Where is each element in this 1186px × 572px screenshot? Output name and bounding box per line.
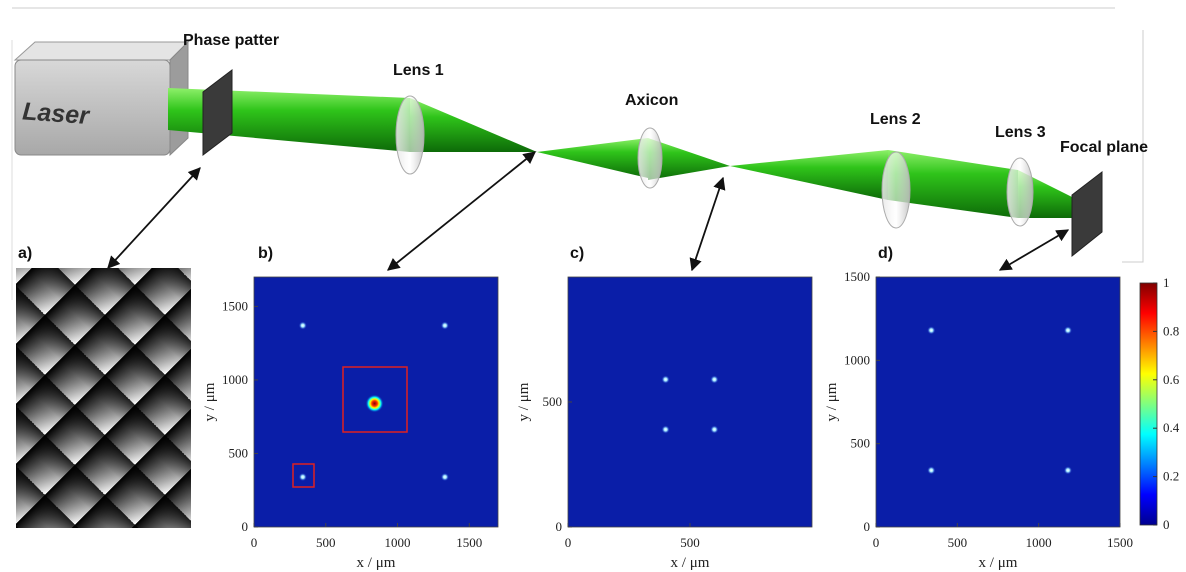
figure: Laser Phase patter Lens 1 Axicon Lens 2 … <box>0 0 1186 572</box>
page: Optical setup figure html, body { margin… <box>0 0 1186 572</box>
x-tick-label: 500 <box>680 535 700 550</box>
focal-plane-plate <box>1072 172 1102 256</box>
y-tick-label: 1000 <box>222 372 248 387</box>
y-tick-label: 500 <box>229 445 249 460</box>
panel-label: c) <box>570 245 584 262</box>
spot <box>1064 466 1072 474</box>
colorbar-tick-label: 0.8 <box>1163 323 1179 338</box>
x-axis-label: x / μm <box>979 555 1018 571</box>
x-tick-label: 500 <box>948 535 968 550</box>
body: { "setup": { "laser": "Laser", "phase_pa… <box>0 0 1186 572</box>
spot <box>441 322 449 330</box>
y-axis-label: y / μm <box>202 382 218 421</box>
spot <box>710 426 718 434</box>
focal-plane-label: Focal plane <box>1060 139 1148 156</box>
colorbar-tick-label: 0.4 <box>1163 420 1180 435</box>
x-tick-label: 1500 <box>456 535 482 550</box>
y-tick-label: 1500 <box>222 298 248 313</box>
spot <box>1064 326 1072 334</box>
y-tick-label: 500 <box>543 394 563 409</box>
x-axis-label: x / μm <box>357 555 396 571</box>
spot <box>299 473 307 481</box>
laser-label: Laser <box>21 97 91 130</box>
y-tick-label: 500 <box>851 436 871 451</box>
spot <box>299 322 307 330</box>
axicon-label: Axicon <box>625 92 678 109</box>
phase-pattern-label: Phase patter <box>183 32 279 49</box>
x-tick-label: 0 <box>565 535 572 550</box>
phase-plate <box>203 70 232 155</box>
y-tick-label: 1000 <box>844 352 870 367</box>
x-tick-label: 1000 <box>1026 535 1052 550</box>
spot <box>366 394 384 412</box>
colorbar-tick-label: 0 <box>1163 517 1170 532</box>
colorbar-tick-label: 0.2 <box>1163 469 1179 484</box>
y-axis-label: y / μm <box>824 382 840 421</box>
x-axis-label: x / μm <box>671 555 710 571</box>
spot <box>710 376 718 384</box>
colorbar-tick-label: 0.6 <box>1163 372 1180 387</box>
x-tick-label: 1000 <box>385 535 411 550</box>
panel-label: a) <box>18 245 32 262</box>
y-axis-label: y / μm <box>516 382 532 421</box>
lens3-label: Lens 3 <box>995 124 1046 141</box>
y-tick-label: 0 <box>556 519 563 534</box>
colorbar <box>1140 283 1157 525</box>
lens1-label: Lens 1 <box>393 62 444 79</box>
y-tick-label: 1500 <box>844 269 870 284</box>
laser: Laser <box>15 42 188 155</box>
spot <box>927 466 935 474</box>
panel-label: b) <box>258 245 273 262</box>
x-tick-label: 0 <box>873 535 880 550</box>
spot <box>927 326 935 334</box>
spot <box>662 426 670 434</box>
panel-label: d) <box>878 245 893 262</box>
x-tick-label: 500 <box>316 535 336 550</box>
beam <box>168 88 1078 218</box>
plot-area <box>568 277 812 527</box>
plot-area <box>876 277 1120 527</box>
colorbar-tick-label: 1 <box>1163 275 1170 290</box>
x-tick-label: 0 <box>251 535 258 550</box>
x-tick-label: 1500 <box>1107 535 1133 550</box>
lens2-label: Lens 2 <box>870 111 921 128</box>
phase-pattern-image <box>16 268 191 528</box>
spot <box>662 376 670 384</box>
spot <box>441 473 449 481</box>
y-tick-label: 0 <box>864 519 871 534</box>
y-tick-label: 0 <box>242 519 249 534</box>
